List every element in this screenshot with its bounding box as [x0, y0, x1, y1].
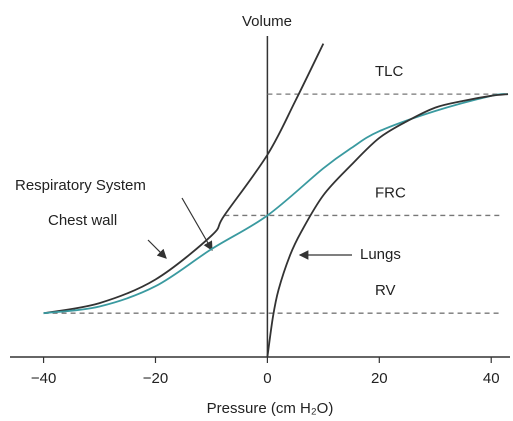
x-axis-label: Pressure (cm H₂O) — [207, 400, 334, 417]
x-tick-label: −20 — [143, 370, 168, 387]
curve-label: Respiratory System — [15, 177, 146, 194]
x-tick-label: 20 — [371, 370, 388, 387]
arrow — [147, 239, 167, 259]
curve — [266, 93, 509, 358]
curve-label: Lungs — [360, 246, 401, 263]
x-tick-label: 0 — [263, 370, 271, 387]
reference-label: RV — [375, 282, 396, 299]
x-tick-label: −40 — [31, 370, 56, 387]
y-axis-label: Volume — [242, 13, 292, 30]
reference-label: FRC — [375, 184, 406, 201]
curve-label: Chest wall — [48, 212, 117, 229]
x-tick-label: 40 — [483, 370, 500, 387]
curve — [43, 43, 325, 315]
reference-label: TLC — [375, 63, 404, 80]
arrow — [181, 197, 213, 252]
curve — [43, 93, 509, 315]
